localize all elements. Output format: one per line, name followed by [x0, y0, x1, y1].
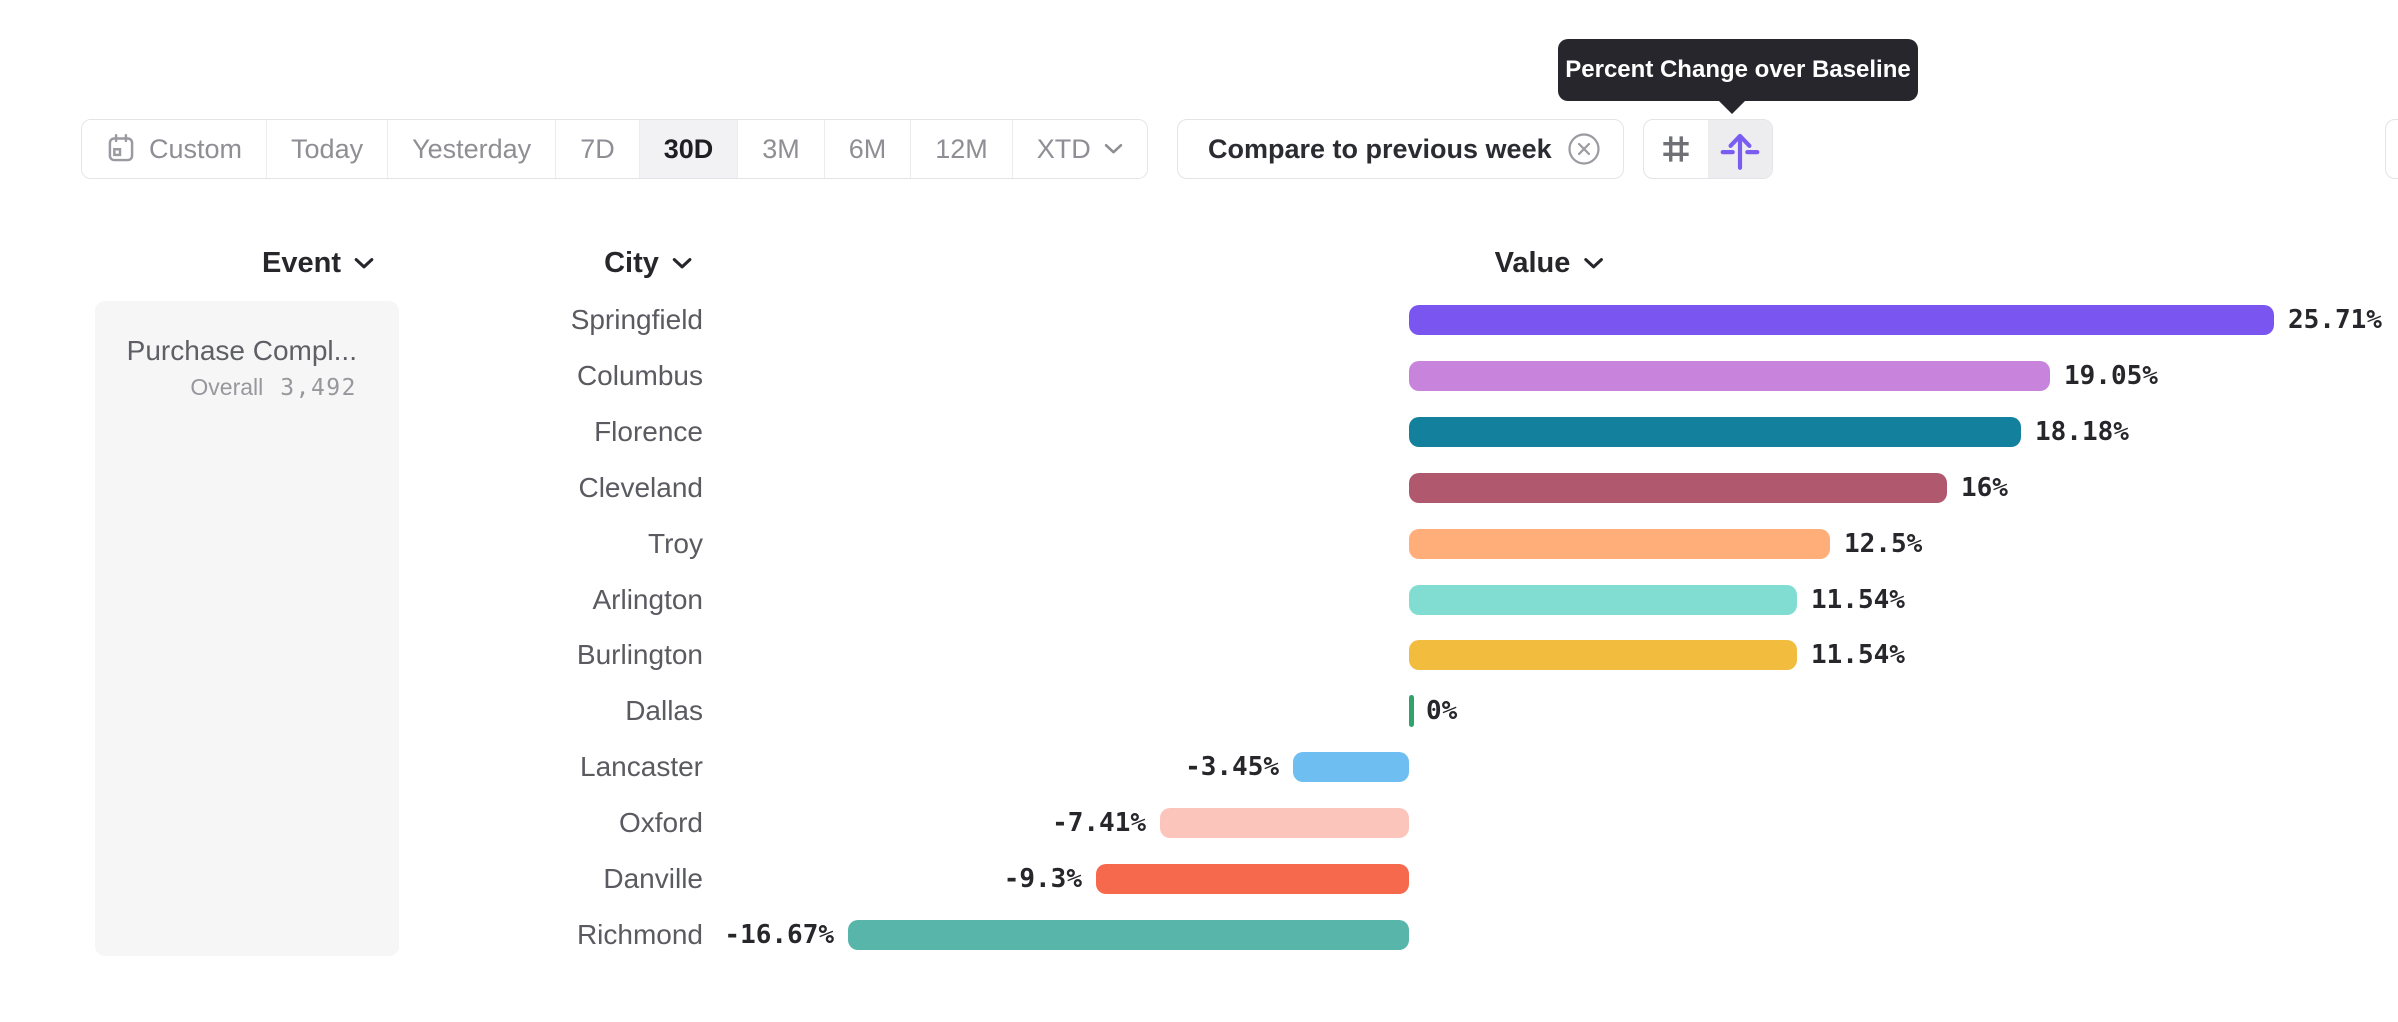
bar-oxford[interactable]	[1160, 808, 1409, 838]
value-label: -3.45%	[1185, 752, 1279, 782]
bar-cleveland[interactable]	[1409, 473, 1947, 503]
city-label[interactable]: Oxford	[618, 807, 703, 838]
city-label[interactable]: Cleveland	[578, 472, 703, 503]
compare-chip[interactable]: Compare to previous week	[1177, 119, 1624, 179]
range-button-30d[interactable]: 30D	[638, 120, 738, 178]
range-button-label: Custom	[149, 133, 243, 164]
city-label[interactable]: Florence	[594, 416, 703, 447]
overall-label: Overall	[190, 374, 264, 400]
percent-change-view-button[interactable]	[1708, 120, 1772, 178]
range-button-custom[interactable]: Custom	[82, 120, 267, 178]
range-button-7d[interactable]: 7D	[555, 120, 639, 178]
bar-burlington[interactable]	[1409, 640, 1797, 670]
event-card[interactable]: Purchase Compl... Overall 3,492	[95, 301, 399, 956]
chart-row-springfield: Springfield 25.71%	[0, 292, 2398, 348]
city-label[interactable]: Dallas	[625, 695, 703, 726]
city-label[interactable]: Danville	[603, 863, 703, 894]
value-label: -9.3%	[1003, 864, 1082, 894]
chevron-down-icon	[672, 257, 692, 268]
numeric-view-button[interactable]	[1644, 120, 1708, 178]
value-label: 19.05%	[2064, 361, 2158, 391]
view-toggle-group	[1643, 119, 1773, 179]
range-button-xtd[interactable]: XTD	[1011, 120, 1147, 178]
range-button-label: 30D	[663, 133, 714, 164]
chevron-down-icon	[354, 257, 374, 268]
compare-chip-label: Compare to previous week	[1208, 133, 1552, 164]
bar-arlington[interactable]	[1409, 585, 1797, 615]
chart-row-columbus: Columbus 19.05%	[0, 348, 2398, 404]
value-label: 11.54%	[1811, 640, 1905, 670]
chart-row-troy: Troy 12.5%	[0, 516, 2398, 572]
city-label[interactable]: Richmond	[576, 919, 703, 950]
chart-row-arlington: Arlington 11.54%	[0, 572, 2398, 628]
chart-row-burlington: Burlington 11.54%	[0, 627, 2398, 683]
column-header-value-label: Value	[1494, 246, 1571, 279]
chart-row-lancaster: Lancaster -3.45%	[0, 739, 2398, 795]
range-button-label: 6M	[848, 133, 887, 164]
chart-row-florence: Florence 18.18%	[0, 404, 2398, 460]
city-label[interactable]: Springfield	[570, 304, 703, 335]
range-button-label: 7D	[580, 133, 615, 164]
column-header-city[interactable]: City	[604, 246, 692, 280]
bar-dallas[interactable]	[1409, 695, 1414, 727]
chart-row-richmond: Richmond -16.67%	[0, 907, 2398, 963]
range-button-yesterday[interactable]: Yesterday	[387, 120, 556, 178]
chevron-down-icon	[1104, 143, 1123, 154]
value-label: 12.5%	[1844, 529, 1923, 559]
value-label: -7.41%	[1052, 808, 1146, 838]
arrow-up-baseline-icon	[1720, 133, 1760, 170]
column-header-value[interactable]: Value	[1495, 246, 1604, 280]
value-label: 0%	[1426, 696, 1458, 726]
bar-danville[interactable]	[1096, 864, 1409, 894]
bar-columbus[interactable]	[1409, 361, 2050, 391]
hash-icon	[1663, 136, 1689, 162]
chart-row-dallas: Dallas 0%	[0, 683, 2398, 739]
column-header-city-label: City	[604, 246, 659, 279]
range-button-12m[interactable]: 12M	[910, 120, 1012, 178]
range-button-label: 12M	[935, 133, 988, 164]
range-button-6m[interactable]: 6M	[823, 120, 911, 178]
value-label: 16%	[1961, 473, 2008, 503]
range-button-label: XTD	[1036, 133, 1091, 164]
chart-row-danville: Danville -9.3%	[0, 851, 2398, 907]
range-button-today[interactable]: Today	[266, 120, 388, 178]
bar-troy[interactable]	[1409, 529, 1830, 559]
city-label[interactable]: Columbus	[576, 360, 703, 391]
value-label: 11.54%	[1811, 585, 1905, 615]
overflow-toolbar-button[interactable]	[2385, 119, 2398, 179]
value-label: 18.18%	[2035, 417, 2129, 447]
overall-value: 3,492	[280, 375, 357, 401]
city-label[interactable]: Burlington	[576, 639, 703, 670]
city-label[interactable]: Troy	[648, 528, 703, 559]
event-title: Purchase Compl...	[126, 335, 357, 366]
city-label[interactable]: Arlington	[592, 584, 703, 615]
range-button-label: 3M	[762, 133, 800, 164]
calendar-icon	[108, 133, 134, 162]
chart-row-cleveland: Cleveland 16%	[0, 460, 2398, 516]
bar-richmond[interactable]	[848, 920, 1409, 950]
chart-row-oxford: Oxford -7.41%	[0, 795, 2398, 851]
date-range-group: Custom Today Yesterday 7D 30D 3M 6M 12M XTD	[81, 119, 1148, 179]
range-button-3m[interactable]: 3M	[737, 120, 824, 178]
value-label: 25.71%	[2288, 305, 2382, 335]
value-label: -16.67%	[724, 920, 834, 950]
chevron-down-icon	[1584, 257, 1603, 268]
range-button-label: Yesterday	[412, 133, 532, 164]
column-header-event[interactable]: Event	[262, 246, 374, 280]
column-header-event-label: Event	[262, 246, 341, 279]
tooltip-text: Percent Change over Baseline	[1565, 56, 1911, 83]
tooltip-percent-change: Percent Change over Baseline	[1558, 39, 1918, 114]
bar-springfield[interactable]	[1409, 305, 2274, 335]
x-circle-icon[interactable]	[1567, 132, 1601, 166]
range-button-label: Today	[291, 133, 364, 164]
event-overall: Overall 3,492	[95, 374, 357, 401]
city-label[interactable]: Lancaster	[580, 751, 703, 782]
bar-lancaster[interactable]	[1293, 752, 1409, 782]
bar-florence[interactable]	[1409, 417, 2021, 447]
